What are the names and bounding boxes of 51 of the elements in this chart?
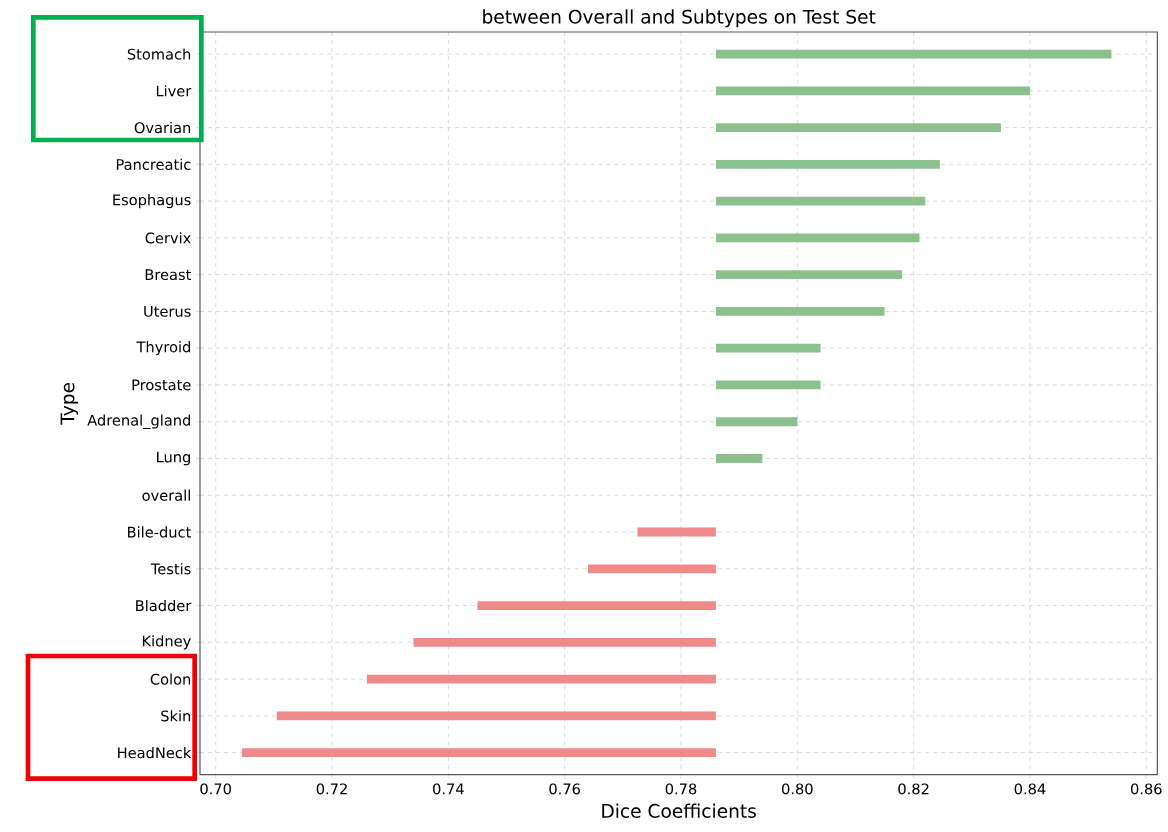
y-tick-label: Stomach	[127, 48, 191, 60]
x-tick-label: 0.82	[898, 783, 929, 795]
bar	[477, 601, 716, 610]
x-axis-title: Dice Coefficients	[602, 803, 756, 818]
y-tick-label: Testis	[150, 563, 191, 575]
x-tick-label: 0.76	[549, 783, 581, 795]
bar	[715, 417, 798, 427]
bar	[366, 674, 716, 684]
y-tick-label: Esophagus	[113, 194, 191, 209]
bar	[715, 49, 1112, 59]
x-tick-label: 0.72	[316, 783, 347, 795]
bar	[715, 380, 821, 390]
bar	[637, 527, 716, 537]
y-tick-label: Colon	[150, 673, 191, 685]
y-tick-label: Breast	[145, 269, 191, 281]
x-tick-label: 0.74	[433, 783, 464, 795]
bar	[715, 196, 926, 206]
x-tick-label: 0.70	[200, 783, 231, 795]
x-tick-label: 0.78	[665, 783, 697, 795]
y-tick-label: Thyroid	[136, 341, 190, 356]
bar	[276, 711, 716, 721]
y-tick-label: Liver	[156, 85, 192, 97]
y-tick-label: Bile-duct	[128, 526, 191, 538]
bar	[715, 159, 940, 169]
y-tick-label: HeadNeck	[118, 746, 192, 759]
bar	[241, 748, 716, 758]
bar	[715, 123, 1001, 133]
bar	[715, 86, 1030, 96]
y-tick-label: Pancreatic	[116, 158, 191, 171]
bar	[715, 307, 885, 316]
y-tick-label: Adrenal_gland	[87, 414, 190, 429]
bar	[413, 637, 716, 647]
y-tick-label: Uterus	[144, 306, 191, 317]
y-axis-title: Type	[60, 382, 79, 425]
y-tick-label: overall	[142, 489, 190, 501]
y-tick-label: Prostate	[132, 379, 191, 391]
bar	[715, 233, 920, 243]
x-tick-label: 0.86	[1130, 783, 1162, 795]
y-tick-label: Cervix	[145, 232, 191, 244]
x-tick-label: 0.84	[1014, 783, 1046, 795]
y-tick-label: Kidney	[142, 635, 191, 650]
bar	[587, 564, 716, 574]
y-tick-label: Skin	[161, 710, 191, 722]
x-tick-label: 0.80	[782, 783, 813, 795]
y-tick-label: Ovarian	[134, 121, 191, 134]
bar	[715, 454, 763, 463]
bar	[715, 343, 821, 353]
bar	[715, 270, 903, 280]
chart-title: between Overall and Subtypes on Test Set	[483, 9, 876, 28]
y-tick-label: Bladder	[136, 599, 192, 612]
y-tick-label: Lung	[157, 451, 190, 466]
